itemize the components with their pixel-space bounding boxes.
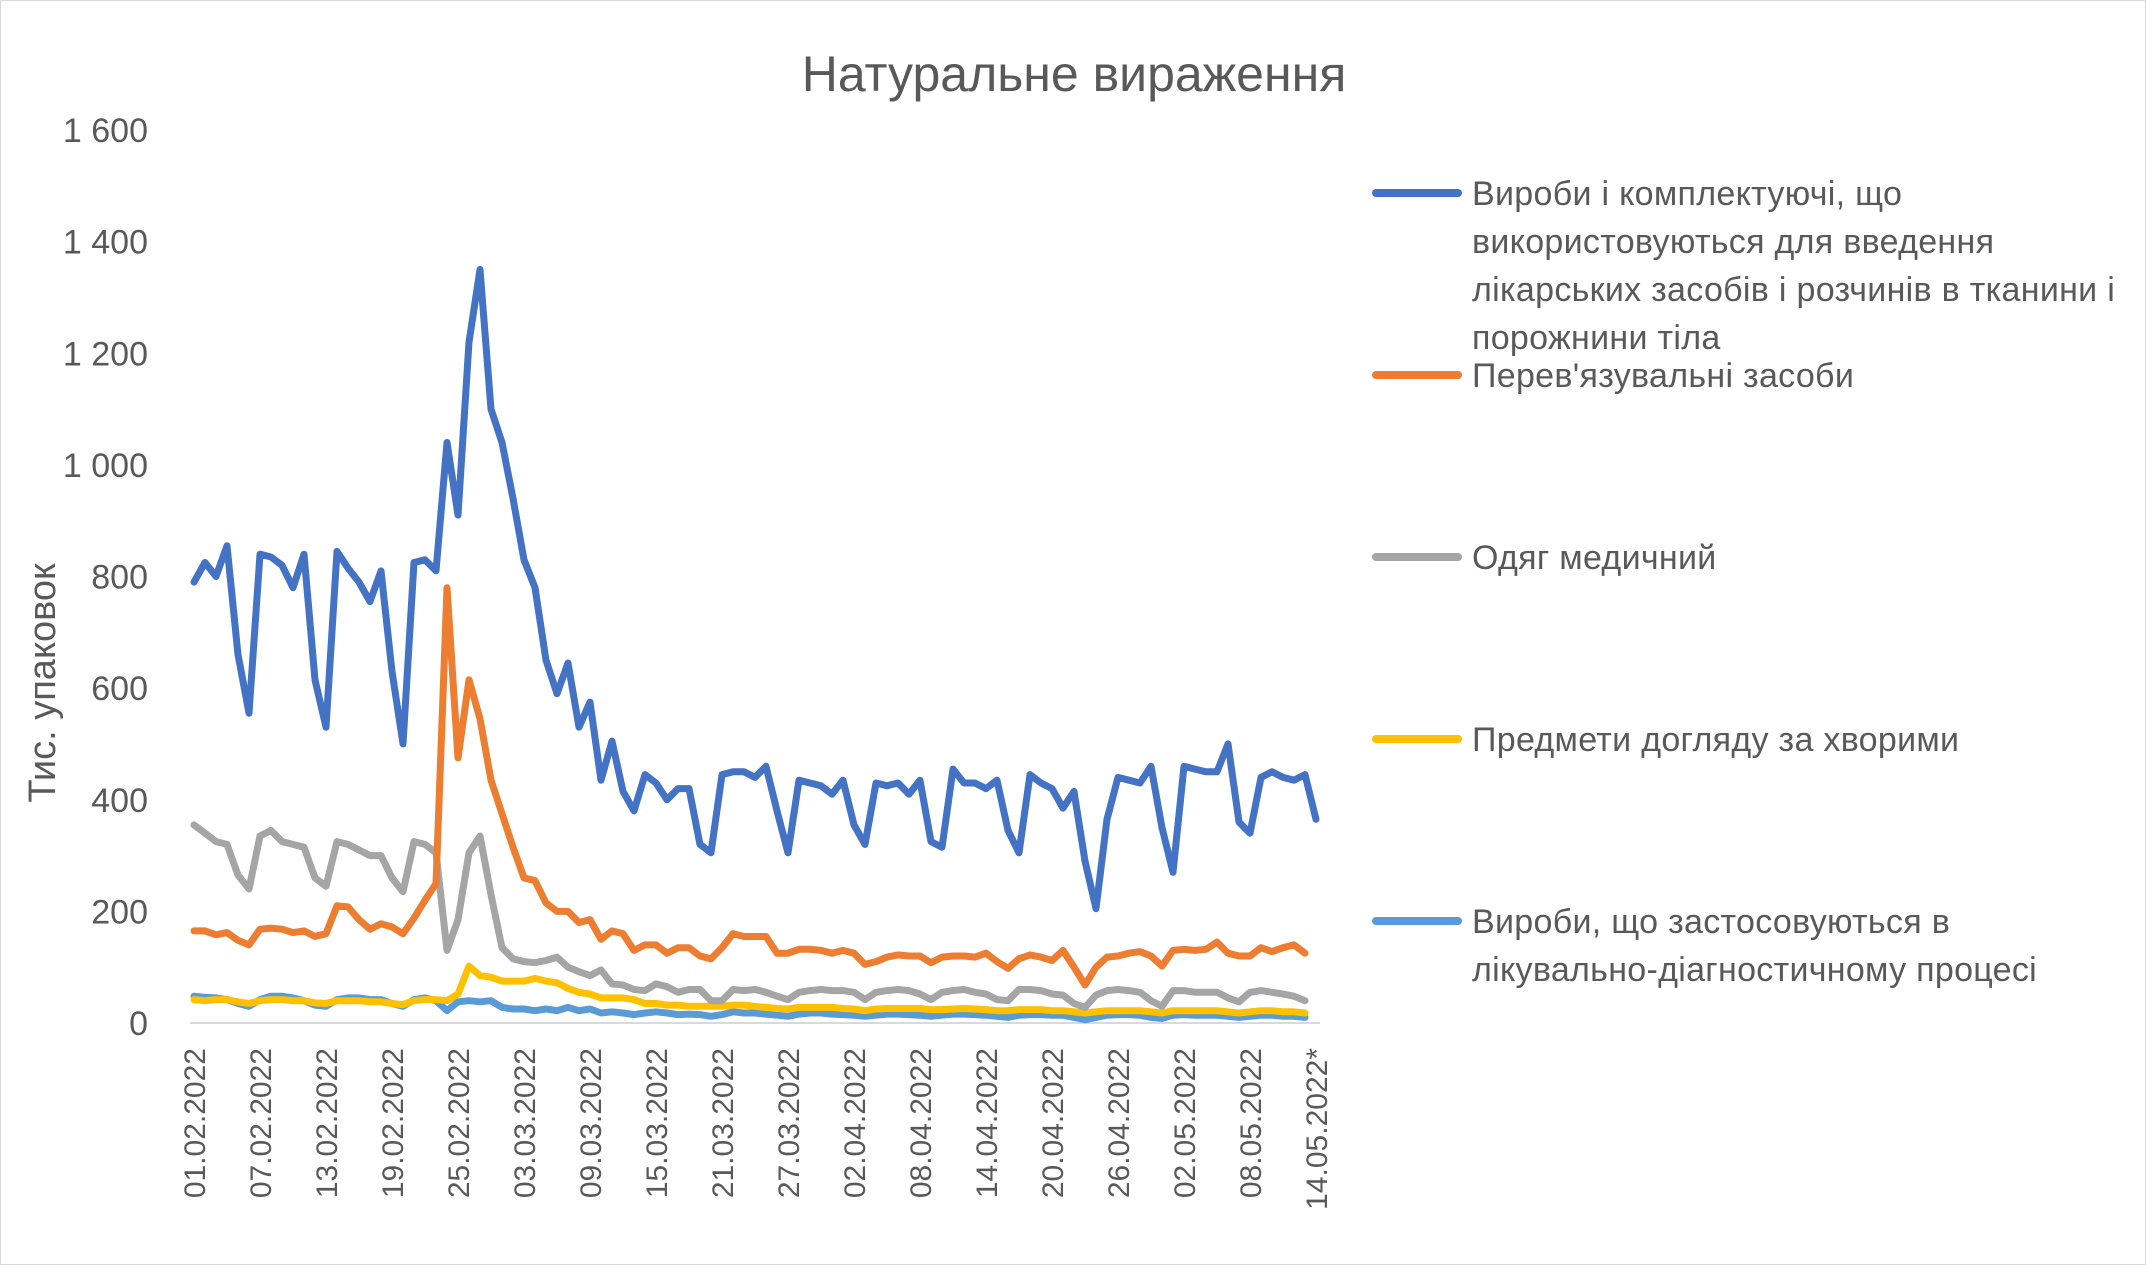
x-tick-label: 21.03.2022: [707, 1048, 740, 1198]
series-line-3: [190, 821, 1309, 1011]
legend-swatch-series-1: [1372, 189, 1462, 197]
x-tick-label: 07.02.2022: [245, 1048, 278, 1198]
x-tick-label: 19.02.2022: [377, 1048, 410, 1198]
series-line-1: [190, 266, 1320, 913]
y-tick-label: 1 600: [63, 112, 148, 150]
legend-swatch-series-2: [1372, 371, 1462, 379]
y-axis-label: Тис. упаковок: [22, 563, 64, 803]
y-tick-label: 600: [91, 670, 148, 708]
legend-item-series-1: Вироби і комплектуючі, що використовують…: [1372, 170, 2132, 362]
x-axis-ticks: 01.02.2022 07.02.2022 13.02.2022 19.02.2022…: [179, 1048, 1334, 1210]
x-tick-label: 13.02.2022: [311, 1048, 344, 1198]
legend-label-series-4: Предмети догляду за хворими: [1472, 721, 1960, 759]
x-tick-label: 08.04.2022: [905, 1048, 938, 1198]
x-tick-label: 27.03.2022: [773, 1048, 806, 1198]
legend-swatch-series-3: [1372, 553, 1462, 561]
legend-item-series-3: Одяг медичний: [1372, 534, 2132, 582]
legend-item-series-2: Перев'язувальні засоби: [1372, 352, 2132, 400]
legend-label-series-5: Вироби, що застосовуються в лікувально-д…: [1472, 903, 2038, 989]
x-tick-label: 08.05.2022: [1235, 1048, 1268, 1198]
y-tick-label: 400: [91, 782, 148, 820]
legend-label-series-3: Одяг медичний: [1472, 539, 1717, 577]
y-tick-label: 0: [129, 1005, 148, 1043]
series-line-2: [190, 584, 1309, 989]
legend-swatch-series-4: [1372, 735, 1462, 743]
x-tick-label: 09.03.2022: [575, 1048, 608, 1198]
y-tick-label: 200: [91, 893, 148, 931]
y-tick-label: 800: [91, 559, 148, 597]
x-tick-label: 14.05.2022*: [1301, 1048, 1334, 1210]
x-tick-label: 14.04.2022: [971, 1048, 1004, 1198]
x-tick-label: 26.04.2022: [1103, 1048, 1136, 1198]
x-tick-label: 20.04.2022: [1037, 1048, 1070, 1198]
legend-swatch-series-5: [1372, 917, 1462, 925]
legend-label-series-1: Вироби і комплектуючі, що використовують…: [1472, 175, 2116, 357]
chart-title: Натуральне вираження: [802, 46, 1347, 102]
y-tick-label: 1 400: [63, 224, 148, 262]
legend-label-series-2: Перев'язувальні засоби: [1472, 357, 1855, 395]
x-tick-label: 02.05.2022: [1169, 1048, 1202, 1198]
series-lines: [190, 266, 1320, 1024]
legend-item-series-4: Предмети догляду за хворими: [1372, 716, 2132, 764]
x-tick-label: 15.03.2022: [641, 1048, 674, 1198]
x-tick-label: 25.02.2022: [443, 1048, 476, 1198]
x-tick-label: 03.03.2022: [509, 1048, 542, 1198]
y-tick-label: 1 000: [63, 447, 148, 485]
x-tick-label: 01.02.2022: [179, 1048, 212, 1198]
legend-item-series-5: Вироби, що застосовуються в лікувально-д…: [1372, 898, 2132, 994]
y-axis-ticks: 0 200 400 600 800 1 000 1 200 1 400 1 600: [63, 112, 148, 1043]
x-tick-label: 02.04.2022: [839, 1048, 872, 1198]
y-tick-label: 1 200: [63, 335, 148, 373]
series-line-4: [190, 962, 1309, 1017]
